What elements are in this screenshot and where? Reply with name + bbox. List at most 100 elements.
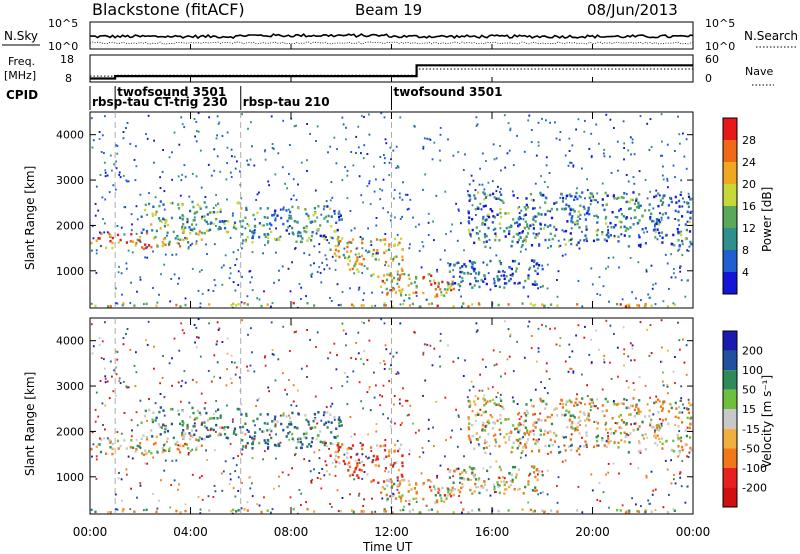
power-cell [376, 238, 379, 241]
power-cell [376, 249, 379, 253]
power-cell [170, 216, 173, 220]
power-cell [657, 223, 661, 226]
power-cell [92, 237, 95, 240]
velocity-cell [447, 490, 450, 494]
velocity-cell [375, 458, 378, 461]
power-cell [553, 234, 557, 237]
power-cell [424, 173, 427, 176]
velocity-cell [317, 411, 320, 414]
velocity-cell [171, 407, 174, 411]
velocity-cell [451, 488, 454, 492]
power-cell [677, 115, 679, 118]
velocity-cell [538, 449, 541, 452]
power-cell [482, 280, 485, 283]
velocity-cell [109, 360, 112, 363]
velocity-cell [282, 414, 285, 417]
power-cell [346, 174, 349, 177]
velocity-cell [558, 451, 561, 454]
velocity-cell [148, 408, 151, 412]
velocity-cell [566, 426, 569, 429]
power-cell [215, 224, 217, 227]
power-cell [677, 210, 680, 214]
velocity-cell [359, 442, 362, 444]
power-cell [270, 230, 273, 234]
velocity-cell [570, 426, 573, 429]
power-cell [661, 236, 664, 240]
power-cell [200, 231, 204, 235]
velocity-colorbar-segment [723, 428, 737, 449]
power-cell [121, 304, 124, 307]
power-cell [497, 197, 500, 200]
velocity-cell [515, 473, 518, 476]
velocity-cell [383, 508, 386, 511]
velocity-cell [474, 403, 477, 406]
power-cell [457, 283, 460, 286]
velocity-colorbar-title: Velocity [m s⁻¹] [760, 375, 774, 468]
power-cell [216, 155, 219, 158]
power-cell [614, 223, 617, 227]
power-cell [163, 263, 166, 266]
power-cell [674, 209, 677, 213]
power-cell [659, 235, 661, 237]
velocity-cell [300, 446, 303, 450]
power-cell [291, 261, 293, 264]
power-cell [435, 194, 438, 197]
velocity-cell [655, 428, 658, 432]
power-cell [685, 138, 688, 141]
velocity-cell [327, 420, 330, 424]
power-cell [576, 303, 579, 306]
velocity-cell [472, 385, 475, 388]
power-cell [659, 220, 662, 224]
power-cell [666, 305, 669, 308]
velocity-cell [241, 425, 245, 429]
velocity-cell [517, 423, 520, 426]
power-cell [145, 232, 149, 235]
velocity-cell [266, 442, 270, 446]
velocity-cell [346, 380, 349, 383]
velocity-cell [125, 385, 128, 388]
power-cell [508, 266, 511, 269]
velocity-cell [152, 456, 154, 459]
power-cell [293, 220, 296, 223]
velocity-cell [139, 442, 142, 445]
power-cell [583, 130, 586, 133]
power-cell [483, 188, 486, 191]
power-cell [532, 304, 535, 307]
power-cell [415, 284, 418, 288]
power-cell [100, 245, 102, 247]
velocity-cell [383, 510, 386, 513]
velocity-cell [113, 369, 115, 372]
velocity-cell [584, 440, 587, 443]
power-cell [644, 242, 647, 245]
velocity-cell [151, 435, 154, 438]
power-cell [269, 222, 272, 225]
velocity-cell [483, 429, 487, 432]
power-cell [617, 235, 620, 238]
velocity-cell [493, 402, 496, 405]
power-cell [681, 254, 684, 257]
velocity-cell [368, 319, 370, 322]
power-cell [109, 305, 112, 308]
power-cell [503, 286, 506, 289]
power-cell [492, 228, 495, 231]
power-cell [100, 232, 103, 235]
power-cell [375, 217, 378, 219]
power-cell [354, 261, 357, 264]
velocity-cell [447, 488, 450, 491]
velocity-cell [398, 482, 402, 486]
power-cell [590, 199, 593, 202]
velocity-cell [577, 416, 580, 419]
power-cell [489, 288, 492, 291]
velocity-cell [485, 424, 488, 427]
velocity-cell [493, 364, 496, 367]
velocity-cell [539, 428, 542, 432]
power-cell [429, 138, 432, 141]
power-cell [660, 154, 662, 157]
power-cell [270, 223, 273, 227]
velocity-cell [678, 411, 681, 414]
power-cell [686, 220, 689, 223]
power-cell [657, 219, 660, 222]
power-cell [636, 222, 639, 225]
power-cell [637, 244, 641, 247]
